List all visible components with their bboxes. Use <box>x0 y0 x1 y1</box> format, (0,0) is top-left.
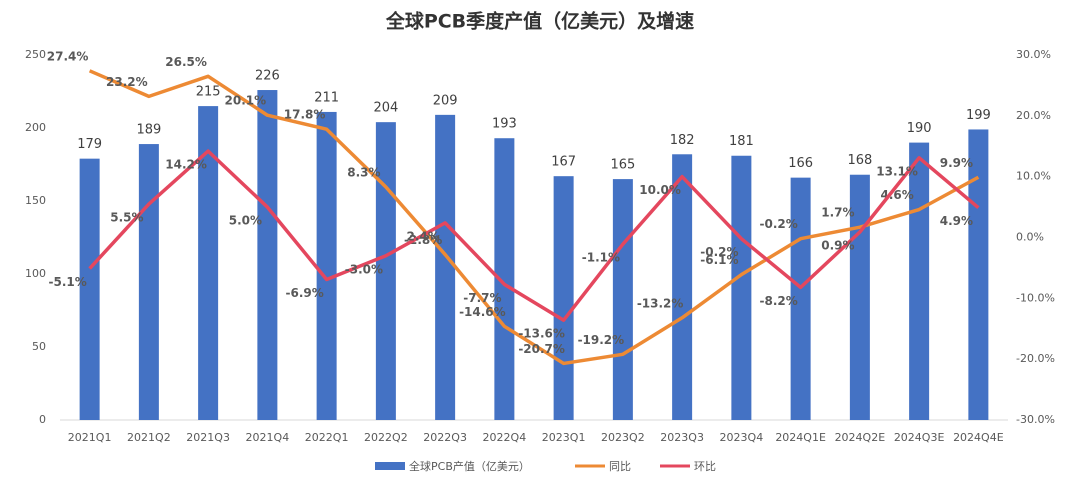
legend-label: 全球PCB产值（亿美元） <box>409 459 530 473</box>
bar <box>553 176 574 420</box>
bar-value-label: 181 <box>729 134 754 149</box>
line-value-label: 5.0% <box>229 214 262 228</box>
line-value-label: -7.7% <box>463 291 501 305</box>
x-tick-label: 2021Q1 <box>68 431 112 444</box>
y2-tick-label: 30.0% <box>1016 48 1051 61</box>
bar-value-label: 209 <box>433 93 458 108</box>
x-tick-label: 2022Q4 <box>483 431 527 444</box>
line-value-label: -6.1% <box>700 253 738 267</box>
bar-value-label: 182 <box>670 133 695 148</box>
x-tick-label: 2023Q3 <box>660 431 704 444</box>
bar-value-label: 193 <box>492 117 517 132</box>
line-value-label: 27.4% <box>47 49 89 63</box>
x-tick-label: 2021Q2 <box>127 431 171 444</box>
bar-value-label: 215 <box>196 85 221 100</box>
bar <box>79 158 100 420</box>
y2-tick-label: 20.0% <box>1016 109 1051 122</box>
bar-value-label: 204 <box>373 101 398 116</box>
line <box>88 149 980 322</box>
line-value-label: -3.0% <box>345 262 383 276</box>
line <box>88 69 980 366</box>
x-tick-label: 2024Q3E <box>894 431 945 444</box>
line-value-label: -19.2% <box>578 333 625 347</box>
y2-tick-label: -20.0% <box>1016 352 1055 365</box>
y-tick-label: 250 <box>25 48 46 61</box>
bar <box>138 144 159 420</box>
line-value-label: 1.7% <box>821 206 854 220</box>
bar-value-label: 190 <box>907 121 932 136</box>
bar-value-label: 165 <box>610 158 635 173</box>
bar <box>909 142 930 420</box>
bar <box>316 111 337 420</box>
line-value-label: 0.9% <box>821 239 854 253</box>
x-tick-label: 2024Q2E <box>835 431 886 444</box>
line-value-label: 23.2% <box>106 75 148 89</box>
bar-value-label: 199 <box>966 108 991 123</box>
bar-value-label: 167 <box>551 155 576 170</box>
line-value-label: 9.9% <box>940 156 973 170</box>
line-value-label: 17.8% <box>284 108 326 122</box>
x-tick-label: 2024Q4E <box>953 431 1004 444</box>
line-value-label: 20.1% <box>225 94 267 108</box>
line-value-label: 4.9% <box>940 214 973 228</box>
bar-value-label: 226 <box>255 69 280 84</box>
y2-tick-label: -30.0% <box>1016 413 1055 426</box>
line-value-label: -2.8% <box>404 233 442 247</box>
bar-value-label: 179 <box>77 137 102 152</box>
bar <box>198 106 219 420</box>
y-tick-label: 0 <box>39 413 46 426</box>
legend-label: 环比 <box>694 460 716 473</box>
line-value-label: 2.4% <box>406 229 439 243</box>
y2-tick-label: -10.0% <box>1016 291 1055 304</box>
y2-tick-label: 0.0% <box>1016 231 1044 244</box>
bar <box>494 138 515 420</box>
y-tick-label: 100 <box>25 267 46 280</box>
line-value-label: -13.2% <box>637 296 684 310</box>
bar <box>672 154 693 420</box>
y-tick-label: 200 <box>25 121 46 134</box>
line-value-label: -14.6% <box>459 305 506 319</box>
bar <box>435 114 456 421</box>
bar-value-label: 211 <box>314 90 339 105</box>
x-tick-label: 2021Q3 <box>186 431 230 444</box>
x-tick-label: 2024Q1E <box>775 431 826 444</box>
line-value-label: -13.6% <box>518 327 565 341</box>
x-tick-label: 2022Q2 <box>364 431 408 444</box>
legend-swatch <box>375 462 405 470</box>
chart-title: 全球PCB季度产值（亿美元）及增速 <box>385 10 694 33</box>
bar <box>968 129 989 420</box>
line-value-label: -0.2% <box>759 217 797 231</box>
line-value-label: 5.5% <box>110 211 143 225</box>
x-tick-label: 2022Q3 <box>423 431 467 444</box>
line-value-label: 8.3% <box>347 166 380 180</box>
legend-label: 同比 <box>609 460 631 473</box>
y-tick-label: 150 <box>25 194 46 207</box>
line-value-label: 10.0% <box>639 183 681 197</box>
bar-value-label: 166 <box>788 156 813 171</box>
y-tick-label: 50 <box>32 340 46 353</box>
line-value-label: -0.2% <box>700 245 738 259</box>
bar <box>375 122 396 420</box>
x-tick-label: 2023Q4 <box>720 431 764 444</box>
x-tick-label: 2023Q1 <box>542 431 586 444</box>
bar <box>731 155 752 421</box>
line-value-label: -6.9% <box>285 286 323 300</box>
x-tick-label: 2021Q4 <box>246 431 290 444</box>
y2-tick-label: 10.0% <box>1016 170 1051 183</box>
line-value-label: -8.2% <box>759 294 797 308</box>
bar <box>612 179 633 420</box>
line-value-label: -5.1% <box>48 275 86 289</box>
bar-value-label: 189 <box>136 123 161 138</box>
line-value-label: 13.1% <box>876 164 918 178</box>
bar-value-label: 168 <box>847 153 872 168</box>
x-tick-label: 2023Q2 <box>601 431 645 444</box>
line-value-label: 26.5% <box>165 55 207 69</box>
bar <box>257 90 278 420</box>
line-value-label: -1.1% <box>582 251 620 265</box>
x-tick-label: 2022Q1 <box>305 431 349 444</box>
line-value-label: 14.2% <box>165 158 207 172</box>
line-value-label: -20.7% <box>518 342 565 356</box>
